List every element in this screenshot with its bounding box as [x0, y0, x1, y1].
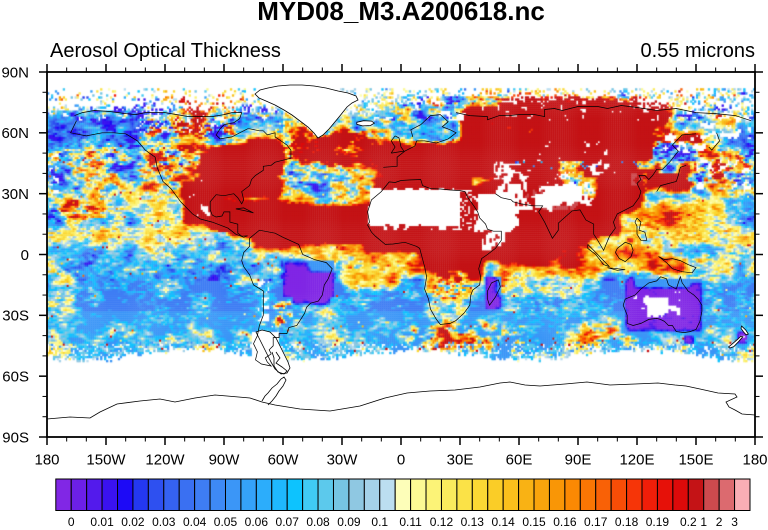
- svg-text:0.07: 0.07: [276, 515, 300, 529]
- svg-text:90W: 90W: [209, 452, 241, 469]
- svg-text:0.15: 0.15: [522, 515, 546, 529]
- svg-text:30S: 30S: [2, 308, 29, 325]
- svg-text:0.1: 0.1: [371, 515, 388, 529]
- svg-text:0.05: 0.05: [214, 515, 238, 529]
- svg-text:150E: 150E: [678, 452, 713, 469]
- svg-text:60N: 60N: [1, 125, 29, 142]
- svg-text:0.2: 0.2: [680, 515, 697, 529]
- svg-text:30E: 30E: [447, 452, 474, 469]
- svg-text:120E: 120E: [619, 452, 654, 469]
- svg-text:1: 1: [700, 515, 707, 529]
- svg-text:0.08: 0.08: [306, 515, 330, 529]
- svg-text:0.06: 0.06: [245, 515, 269, 529]
- svg-text:0.02: 0.02: [121, 515, 145, 529]
- svg-text:0.12: 0.12: [430, 515, 454, 529]
- svg-text:0.03: 0.03: [152, 515, 176, 529]
- svg-text:120W: 120W: [145, 452, 185, 469]
- svg-text:60S: 60S: [2, 369, 29, 386]
- svg-text:90E: 90E: [565, 452, 592, 469]
- svg-text:180: 180: [34, 452, 59, 469]
- svg-text:60W: 60W: [268, 452, 300, 469]
- svg-text:180: 180: [742, 452, 767, 469]
- svg-text:30N: 30N: [1, 186, 29, 203]
- svg-text:0.14: 0.14: [491, 515, 515, 529]
- svg-text:60E: 60E: [506, 452, 533, 469]
- svg-text:0.19: 0.19: [646, 515, 670, 529]
- svg-text:90N: 90N: [1, 64, 29, 81]
- svg-text:2: 2: [716, 515, 723, 529]
- svg-text:0.13: 0.13: [461, 515, 485, 529]
- svg-text:0: 0: [68, 515, 75, 529]
- svg-text:0.16: 0.16: [553, 515, 577, 529]
- svg-text:0.18: 0.18: [615, 515, 639, 529]
- svg-text:0.11: 0.11: [399, 515, 422, 529]
- svg-text:0.09: 0.09: [337, 515, 361, 529]
- svg-text:30W: 30W: [327, 452, 359, 469]
- svg-text:0: 0: [397, 452, 405, 469]
- svg-text:0.01: 0.01: [90, 515, 114, 529]
- svg-text:3: 3: [731, 515, 738, 529]
- svg-text:0: 0: [21, 247, 29, 264]
- svg-text:0.17: 0.17: [584, 515, 608, 529]
- svg-text:0.04: 0.04: [183, 515, 207, 529]
- svg-text:90S: 90S: [2, 429, 29, 446]
- svg-text:150W: 150W: [86, 452, 126, 469]
